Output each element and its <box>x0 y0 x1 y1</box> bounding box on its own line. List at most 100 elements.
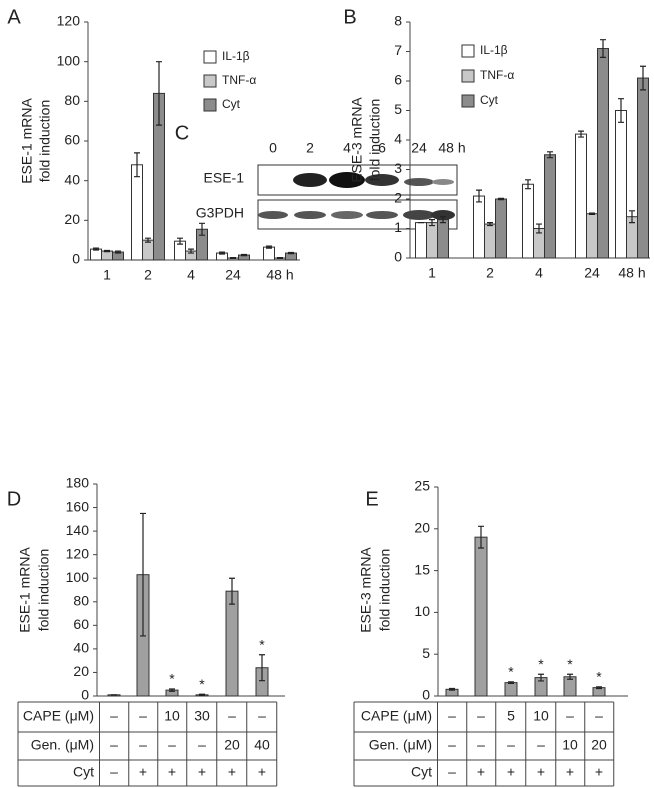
table-cell: + <box>477 764 485 780</box>
x-tick-label: 1 <box>428 265 436 281</box>
blot-band <box>431 210 455 220</box>
bar <box>142 239 154 261</box>
x-tick-label: 24 <box>225 267 241 283</box>
table-cell: 10 <box>164 708 180 724</box>
bar <box>484 223 496 259</box>
y-tick-label: 40 <box>73 640 89 656</box>
table-cell: – <box>595 708 603 724</box>
y-tick-label: 5 <box>394 101 402 117</box>
error-bar <box>241 253 247 257</box>
error-bar <box>140 512 146 637</box>
significance-marker: * <box>259 636 265 652</box>
bar <box>90 248 102 261</box>
legend-label: Cyt <box>480 93 499 107</box>
y-tick-label: 40 <box>64 171 80 187</box>
error-bar <box>640 65 646 91</box>
error-bar <box>104 249 110 253</box>
error-bar <box>498 197 504 201</box>
table-cell: – <box>110 737 118 753</box>
table-cell: – <box>110 708 118 724</box>
legend-label: Cyt <box>222 97 241 111</box>
y-tick-label: 100 <box>57 52 81 68</box>
blot-band <box>366 211 398 219</box>
y-axis-label: fold induction <box>377 549 393 632</box>
error-bar <box>525 179 531 190</box>
error-bar <box>277 257 283 260</box>
significance-marker: * <box>169 671 175 687</box>
error-bar <box>199 693 205 697</box>
error-bar <box>478 525 484 549</box>
legend-swatch <box>203 98 217 112</box>
bar <box>544 154 556 259</box>
bar <box>101 250 113 261</box>
y-tick-label: 60 <box>64 132 80 148</box>
bar <box>495 198 507 259</box>
y-tick-label: 60 <box>73 616 89 632</box>
error-bar <box>115 250 121 254</box>
legend-swatch <box>203 50 217 64</box>
bar <box>474 536 488 697</box>
error-bar <box>199 222 205 236</box>
y-axis-label: fold induction <box>37 100 53 183</box>
lane-label: 2 <box>306 140 314 156</box>
bar <box>131 164 143 261</box>
y-tick-label: 120 <box>57 13 81 29</box>
blot-band <box>329 172 365 188</box>
x-tick-label: 48 h <box>266 267 293 283</box>
y-tick-label: 100 <box>66 569 90 585</box>
legend-swatch <box>461 69 475 83</box>
y-tick-label: 0 <box>81 687 89 703</box>
table-row-label: Cyt <box>411 764 432 780</box>
error-bar <box>230 257 236 260</box>
x-tick-label: 4 <box>187 267 195 283</box>
bar <box>597 48 609 259</box>
table-cell: – <box>507 737 515 753</box>
y-tick-label: 120 <box>66 545 90 561</box>
y-tick-label: 20 <box>73 663 89 679</box>
table-row-label: Gen. (μM) <box>31 737 94 753</box>
lane-label: 24 <box>411 140 427 156</box>
y-tick-label: 20 <box>414 520 430 536</box>
y-tick-label: 180 <box>66 475 90 491</box>
error-bar <box>156 61 162 126</box>
y-axis-label: ESE-1 mRNA <box>19 98 35 184</box>
blot-band <box>258 211 288 219</box>
lane-label: 6 <box>378 140 386 156</box>
bar <box>437 219 449 259</box>
error-bar <box>538 673 544 682</box>
error-bar <box>169 688 175 692</box>
error-bar <box>547 151 553 159</box>
legend-swatch <box>461 94 475 108</box>
table-row-label: Gen. (μM) <box>369 737 432 753</box>
table-row-label: CAPE (μM) <box>361 708 432 724</box>
error-bar <box>629 210 635 224</box>
y-axis-label: ESE-3 mRNA <box>349 97 365 183</box>
blot <box>257 164 458 230</box>
table-cell: 40 <box>254 737 270 753</box>
y-tick-label: 80 <box>73 592 89 608</box>
error-bar <box>578 130 584 138</box>
table-cell: – <box>477 737 485 753</box>
error-bar <box>596 686 602 690</box>
panel-letter: B <box>343 6 356 28</box>
error-bar <box>429 219 435 227</box>
y-axis-label: ESE-1 mRNA <box>17 547 33 633</box>
table-cell: + <box>537 764 545 780</box>
table-cell: 5 <box>507 708 515 724</box>
y-tick-label: 4 <box>394 131 402 147</box>
x-tick-label: 48 h <box>618 265 645 281</box>
y-axis-label: fold induction <box>36 549 52 632</box>
significance-marker: * <box>567 656 573 672</box>
table-cell: – <box>198 737 206 753</box>
y-tick-label: 0 <box>72 251 80 267</box>
error-bar <box>219 251 225 255</box>
y-tick-label: 0 <box>422 687 430 703</box>
table-cell: – <box>110 764 118 780</box>
blot-band <box>432 179 454 185</box>
error-bar <box>134 152 140 178</box>
error-bar <box>93 247 99 251</box>
row-label: ESE-1 <box>204 170 245 186</box>
error-bar <box>229 577 235 605</box>
table-cell: 30 <box>194 708 210 724</box>
table-cell: – <box>537 737 545 753</box>
